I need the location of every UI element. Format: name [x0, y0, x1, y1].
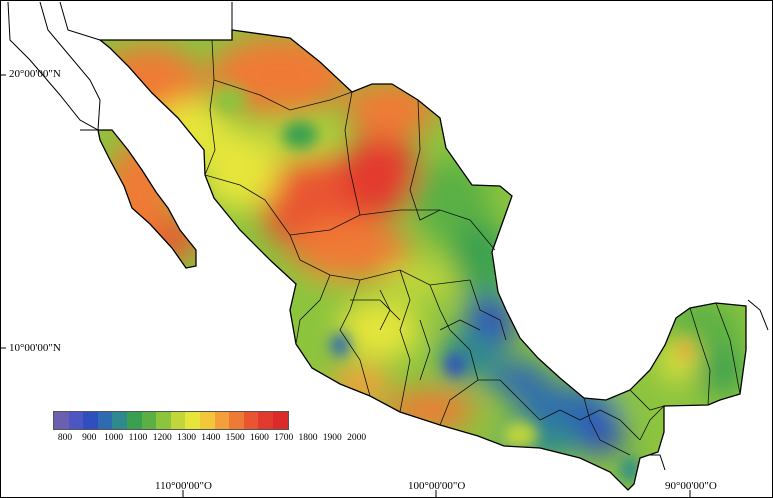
legend-tick: 1000: [104, 433, 124, 443]
neighbor-borders: [7, 1, 769, 471]
legend-tick: 1700: [274, 433, 294, 443]
color-legend: 800 900 1000 1100 1200 1300 1400 1500 1600 1700 18…: [53, 411, 366, 447]
latitude-label-20n: 20°00'00"N: [9, 68, 61, 80]
legend-tick: 900: [82, 433, 97, 443]
longitude-label-90w: 90°00'00"O: [665, 480, 717, 492]
legend-tick: 1800: [298, 433, 318, 443]
legend-swatch: [229, 412, 244, 429]
legend-tick: 1500: [225, 433, 245, 443]
legend-swatch: [156, 412, 171, 429]
legend-tick: 1900: [322, 433, 342, 443]
legend-swatch: [185, 412, 200, 429]
legend-swatch: [68, 412, 84, 429]
legend-color-bar: [53, 411, 289, 430]
legend-swatch: [243, 412, 259, 429]
longitude-label-110w: 110°00'00"O: [155, 480, 212, 492]
legend-tick-labels: 800 900 1000 1100 1200 1300 1400 1500 1600 1700 18…: [53, 433, 366, 447]
legend-tick: 1100: [128, 433, 148, 443]
legend-swatch: [214, 412, 230, 429]
longitude-ticks: [182, 490, 691, 497]
legend-tick: 1300: [177, 433, 196, 443]
latitude-ticks: [0, 74, 6, 349]
legend-tick: 1400: [201, 433, 221, 443]
legend-swatch: [54, 412, 69, 429]
legend-swatch: [97, 412, 113, 429]
state-boundaries: [204, 39, 741, 456]
legend-swatch: [141, 412, 157, 429]
longitude-label-100w: 100°00'00"O: [408, 480, 466, 492]
legend-swatch: [272, 412, 288, 429]
legend-tick: 1200: [152, 433, 172, 443]
latitude-label-10n: 10°00'00"N: [9, 342, 61, 354]
legend-swatch: [126, 412, 142, 429]
legend-tick: 1600: [249, 433, 269, 443]
legend-tick: 2000: [347, 433, 367, 443]
legend-tick: 800: [57, 433, 73, 443]
legend-swatch: [112, 412, 127, 429]
legend-swatch: [258, 412, 273, 429]
legend-swatch: [83, 412, 98, 429]
country-outline: [97, 29, 747, 491]
legend-swatch: [199, 412, 215, 429]
legend-swatch: [170, 412, 186, 429]
